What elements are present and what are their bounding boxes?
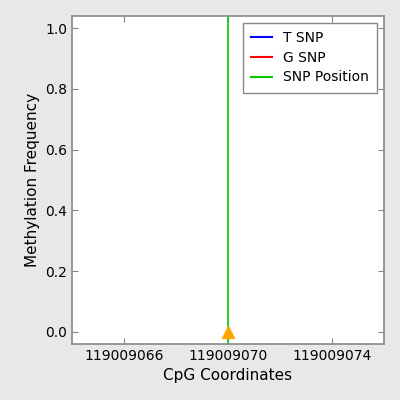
- Legend: T SNP, G SNP, SNP Position: T SNP, G SNP, SNP Position: [242, 23, 377, 93]
- Y-axis label: Methylation Frequency: Methylation Frequency: [24, 93, 40, 267]
- X-axis label: CpG Coordinates: CpG Coordinates: [164, 368, 292, 384]
